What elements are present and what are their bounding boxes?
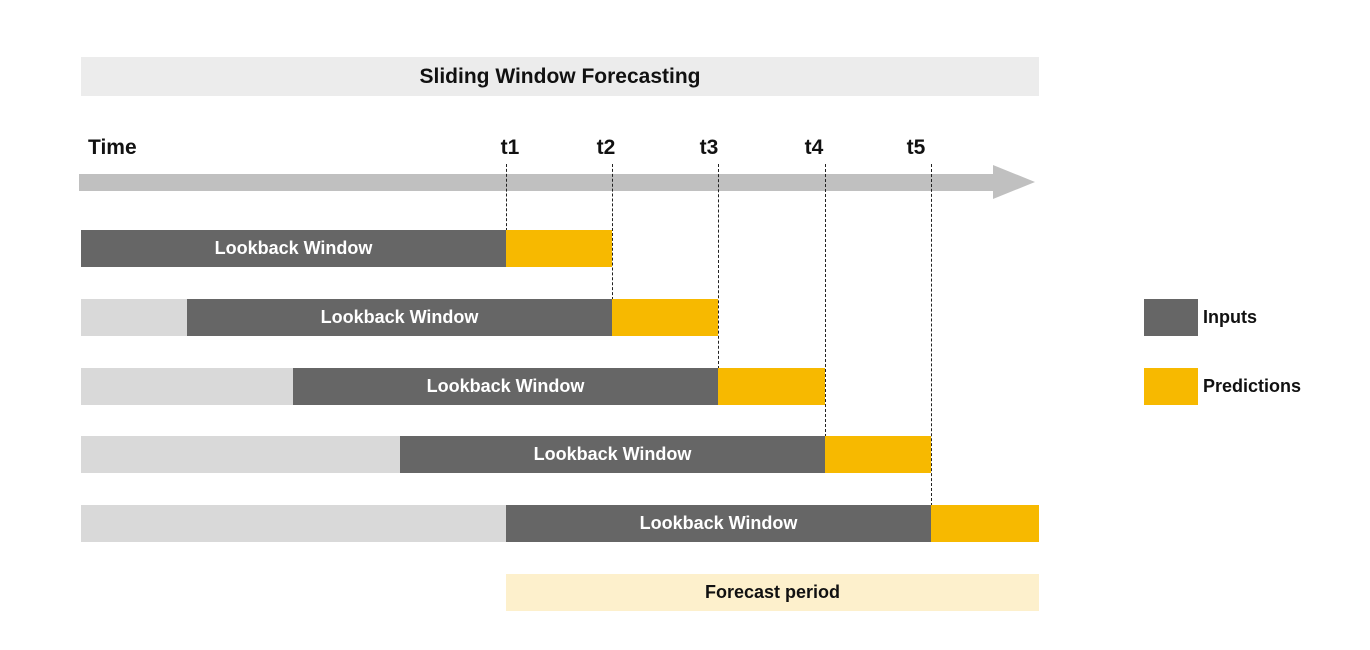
diagram-title: Sliding Window Forecasting <box>81 57 1039 96</box>
tick-t4: t4 <box>804 136 824 159</box>
history-block-2 <box>81 299 187 336</box>
legend-inputs-label: Inputs <box>1203 307 1257 327</box>
guide-line-t3 <box>718 164 719 369</box>
tick-t5: t5 <box>906 136 926 159</box>
lookback-window-1: Lookback Window <box>81 230 506 267</box>
lookback-window-2: Lookback Window <box>187 299 612 336</box>
tick-t3: t3 <box>699 136 719 159</box>
time-axis-label: Time <box>88 136 137 159</box>
guide-line-t2 <box>612 164 613 300</box>
prediction-block-1 <box>506 230 612 267</box>
tick-t2: t2 <box>596 136 616 159</box>
history-block-5 <box>81 505 506 542</box>
time-axis-arrow <box>79 165 1035 199</box>
history-block-4 <box>81 436 400 473</box>
prediction-block-3 <box>718 368 825 405</box>
legend-inputs-swatch <box>1144 299 1198 336</box>
lookback-window-3: Lookback Window <box>293 368 718 405</box>
guide-line-t4 <box>825 164 826 437</box>
prediction-block-5 <box>931 505 1039 542</box>
legend-predictions-swatch <box>1144 368 1198 405</box>
prediction-block-2 <box>612 299 718 336</box>
guide-line-t1 <box>506 164 507 231</box>
legend-predictions-label: Predictions <box>1203 376 1302 396</box>
lookback-window-4: Lookback Window <box>400 436 825 473</box>
prediction-block-4 <box>825 436 931 473</box>
forecast-period-band: Forecast period <box>506 574 1039 611</box>
lookback-window-5: Lookback Window <box>506 505 931 542</box>
guide-line-t5 <box>931 164 932 506</box>
tick-t1: t1 <box>500 136 520 159</box>
history-block-3 <box>81 368 293 405</box>
